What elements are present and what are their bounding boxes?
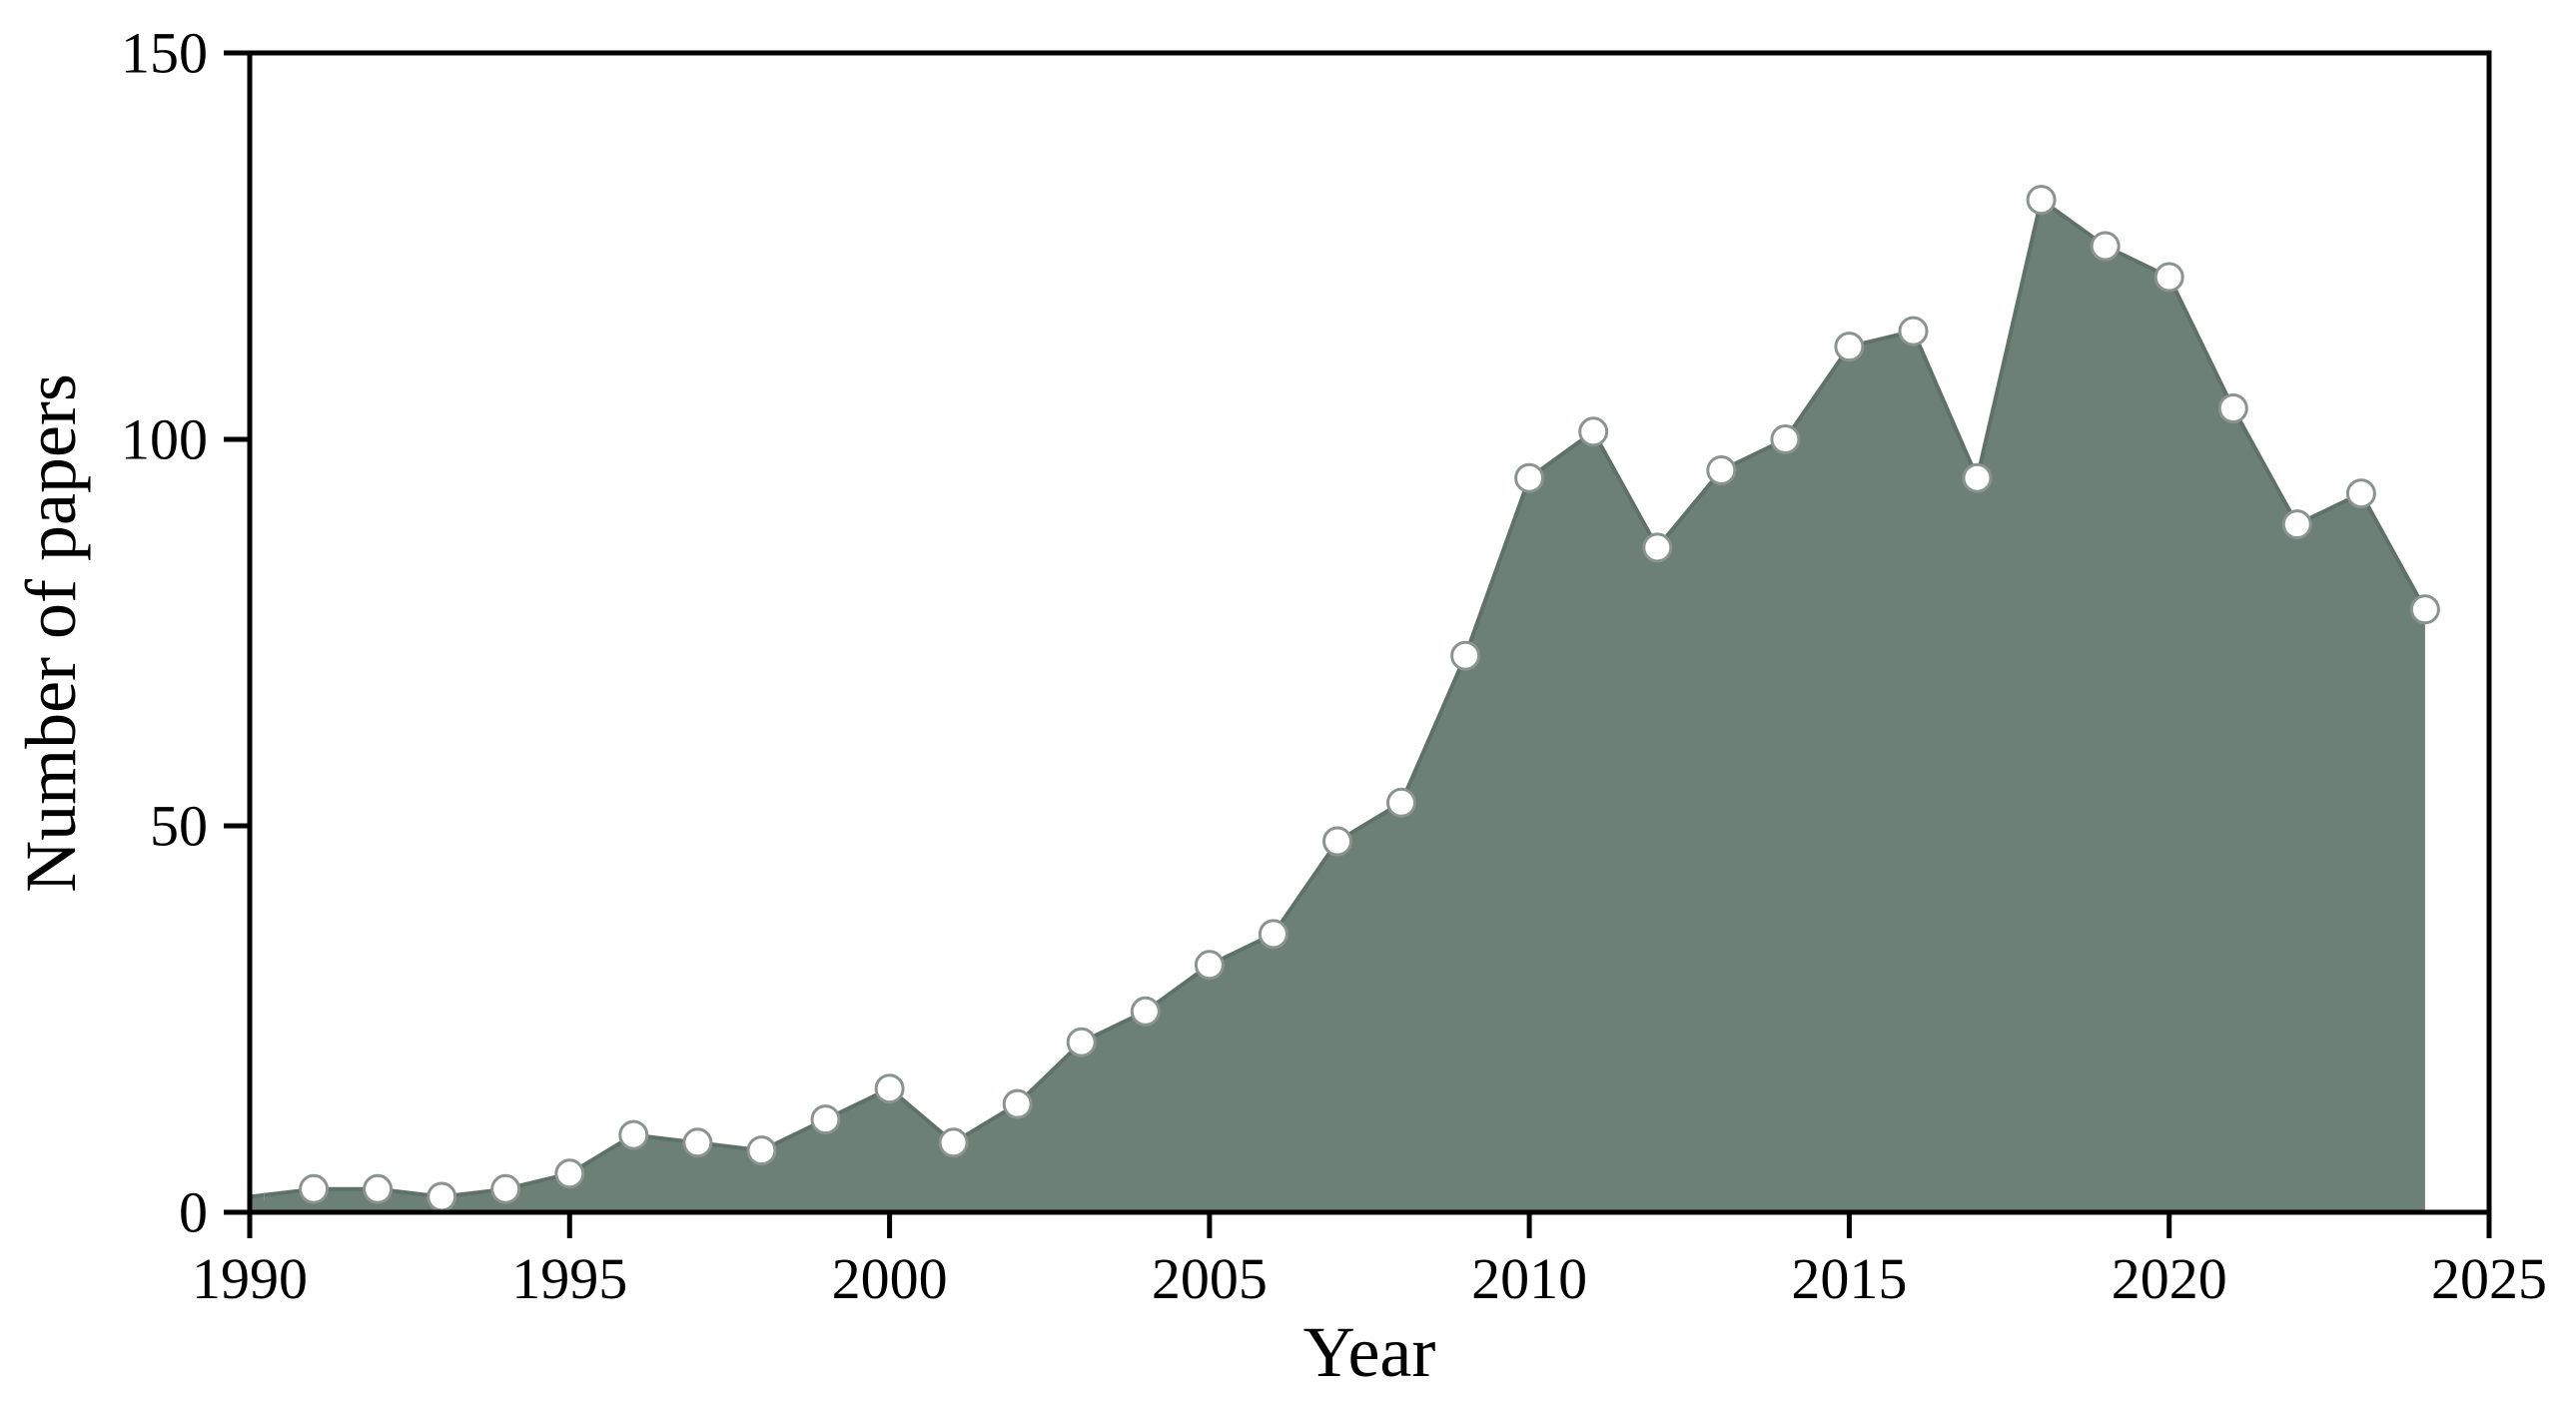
data-point-marker [746, 1135, 777, 1166]
y-tick-label: 0 [179, 1180, 208, 1245]
x-tick-label: 2025 [2431, 1246, 2547, 1311]
data-point-marker [299, 1173, 330, 1204]
x-tick-label: 2005 [1152, 1246, 1268, 1311]
data-point-marker [1066, 1027, 1097, 1058]
data-point-marker [363, 1173, 394, 1204]
y-tick-label: 50 [150, 794, 208, 859]
data-point-marker [682, 1127, 713, 1158]
data-point-marker [1322, 826, 1352, 857]
data-point-marker [810, 1104, 841, 1135]
data-point-marker [1642, 532, 1673, 563]
data-point-marker [2090, 231, 2121, 262]
data-point-marker [1386, 787, 1416, 818]
data-point-marker [2153, 262, 2184, 293]
data-point-marker [1130, 996, 1161, 1027]
data-point-marker [2217, 393, 2248, 423]
data-point-marker [1002, 1088, 1033, 1119]
data-point-marker [1194, 950, 1225, 981]
x-tick-label: 2015 [1791, 1246, 1907, 1311]
data-point-marker [1770, 424, 1801, 454]
y-tick-label: 100 [121, 407, 208, 472]
data-point-marker [874, 1073, 905, 1104]
area-fill [250, 200, 2425, 1213]
x-axis-title: Year [1303, 1312, 1436, 1392]
x-tick-label: 2000 [832, 1246, 948, 1311]
data-point-marker [618, 1119, 649, 1150]
data-point-marker [490, 1173, 521, 1204]
data-point-marker [427, 1181, 457, 1212]
marker-group [264, 185, 2440, 1212]
data-point-marker [2026, 185, 2057, 216]
series-layer [249, 185, 2440, 1213]
data-point-marker [1450, 640, 1481, 671]
data-point-marker [1834, 332, 1865, 362]
x-tick-label: 2010 [1471, 1246, 1587, 1311]
axes-layer: 1990 1995 2000 2005 2010 2015 2020 2025 0 50 100 15… [121, 21, 2547, 1312]
data-point-marker [938, 1127, 969, 1158]
data-point-marker [1898, 316, 1929, 347]
data-point-marker [1706, 455, 1737, 485]
x-tick-label: 2020 [2112, 1246, 2227, 1311]
x-tick-label: 1995 [511, 1246, 627, 1311]
data-point-marker [1514, 462, 1545, 493]
y-tick-label: 150 [121, 21, 208, 86]
data-point-marker [2281, 509, 2312, 540]
data-point-marker [1962, 462, 1993, 493]
plot-frame [247, 50, 2492, 1215]
data-point-marker [1578, 416, 1609, 447]
data-point-marker [2345, 478, 2376, 509]
data-point-marker [1258, 919, 1288, 950]
x-tick-label: 1990 [192, 1246, 308, 1311]
data-point-marker [554, 1158, 585, 1189]
y-axis-title: Number of papers [11, 373, 91, 893]
data-point-marker [2409, 594, 2440, 625]
